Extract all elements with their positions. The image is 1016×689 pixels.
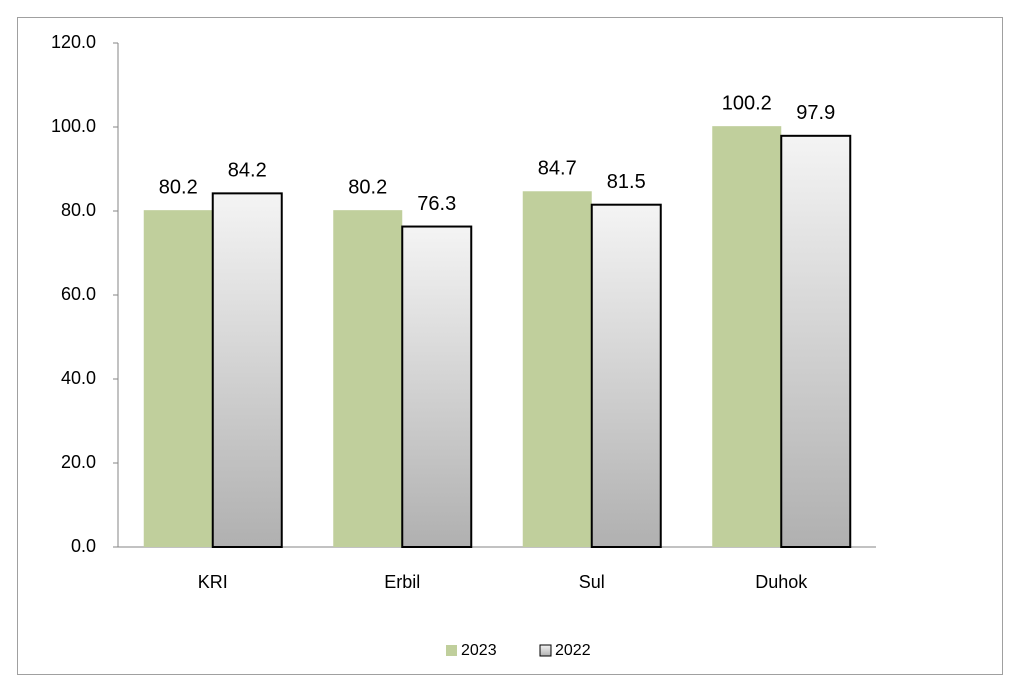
data-label: 80.2 <box>348 176 387 198</box>
bar <box>590 203 662 548</box>
legend-label: 2022 <box>555 642 591 659</box>
data-label: 97.9 <box>796 102 835 124</box>
data-label: 81.5 <box>607 171 646 193</box>
bar <box>780 134 852 548</box>
data-label: 76.3 <box>417 193 456 215</box>
y-tick-label: 120.0 <box>51 32 96 52</box>
data-label: 84.2 <box>228 160 267 182</box>
data-label: 84.7 <box>538 158 577 180</box>
y-tick-label: 60.0 <box>61 284 96 304</box>
legend-swatch <box>446 645 457 656</box>
bar <box>522 191 592 547</box>
x-tick-label: Erbil <box>384 572 420 592</box>
bar <box>211 192 283 549</box>
data-label: 100.2 <box>722 92 772 114</box>
legend-label: 2023 <box>461 642 497 659</box>
x-tick-label: KRI <box>198 572 228 592</box>
y-tick-label: 40.0 <box>61 368 96 388</box>
legend-swatch <box>539 644 552 657</box>
data-label: 80.2 <box>159 176 198 198</box>
y-tick-label: 0.0 <box>71 536 96 556</box>
bar <box>401 225 473 548</box>
y-tick-label: 80.0 <box>61 200 96 220</box>
y-tick-label: 100.0 <box>51 116 96 136</box>
y-tick-label: 20.0 <box>61 452 96 472</box>
bar <box>333 210 403 547</box>
x-tick-label: Sul <box>579 572 605 592</box>
bar <box>143 210 213 547</box>
x-tick-label: Duhok <box>755 572 808 592</box>
bar <box>712 126 782 547</box>
